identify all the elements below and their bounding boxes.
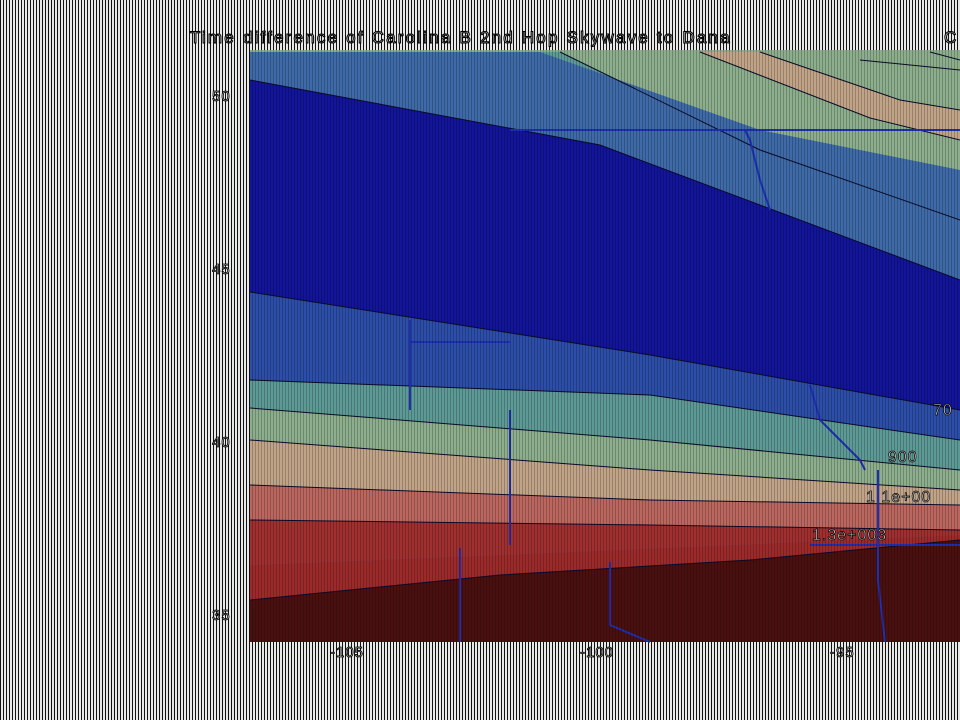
contour-label-900: 900 [888, 449, 918, 466]
contour-label-13e003: 1.3e+003 [812, 527, 887, 544]
x-tick-100: -100 [580, 644, 615, 662]
map-plot-area: 70 900 1 1e+00 1.3e+003 [249, 50, 960, 643]
y-tick-50: 50 [212, 88, 231, 106]
contour-label-1e00: 1 1e+00 [866, 489, 931, 506]
map-title-overflow: C [943, 28, 957, 48]
contour-label-70: 70 [933, 402, 953, 419]
y-tick-35: 35 [212, 607, 231, 625]
y-tick-45: 45 [212, 261, 231, 279]
x-tick-105: -105 [330, 644, 365, 662]
x-tick-95: -95 [830, 644, 855, 662]
map-title: Time difference of Carolina B 2nd Hop Sk… [190, 28, 732, 48]
scanline-overlay [250, 50, 960, 642]
y-tick-40: 40 [212, 434, 231, 452]
